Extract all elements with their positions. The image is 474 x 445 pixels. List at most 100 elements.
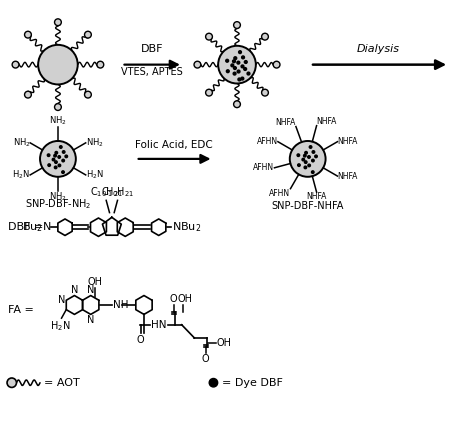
Circle shape [237, 70, 240, 73]
Circle shape [303, 154, 306, 157]
Text: NH$_2$: NH$_2$ [49, 114, 67, 127]
Circle shape [241, 65, 244, 68]
Circle shape [298, 164, 300, 166]
Circle shape [40, 141, 76, 177]
Circle shape [238, 51, 241, 53]
Circle shape [38, 45, 78, 85]
Circle shape [7, 378, 17, 388]
Text: NH$_2$: NH$_2$ [13, 137, 30, 149]
Circle shape [290, 141, 326, 177]
Text: OH: OH [217, 338, 231, 348]
Text: O: O [170, 294, 177, 304]
Circle shape [55, 104, 61, 110]
Circle shape [55, 19, 61, 26]
Text: O: O [202, 354, 210, 364]
Circle shape [84, 91, 91, 98]
Circle shape [244, 68, 246, 70]
Text: $\mathregular{C_{10}H_{21}}$: $\mathregular{C_{10}H_{21}}$ [101, 186, 134, 199]
Circle shape [241, 77, 244, 80]
Circle shape [311, 171, 314, 174]
Circle shape [55, 161, 57, 163]
Circle shape [247, 72, 250, 75]
Text: = AOT: = AOT [44, 378, 80, 388]
Text: $\mathregular{C_{10}H_{21}}$: $\mathregular{C_{10}H_{21}}$ [90, 186, 123, 199]
Circle shape [47, 154, 50, 157]
Text: N: N [87, 315, 94, 325]
Circle shape [233, 72, 236, 75]
Circle shape [234, 22, 240, 28]
Text: NHFA: NHFA [275, 117, 296, 126]
Text: NH$_2$: NH$_2$ [86, 137, 103, 149]
Text: N: N [58, 295, 66, 305]
Circle shape [12, 61, 19, 68]
Text: AFHN: AFHN [269, 189, 291, 198]
Text: AFHN: AFHN [257, 137, 278, 146]
Text: NH: NH [113, 300, 129, 310]
Circle shape [234, 101, 240, 108]
Circle shape [304, 166, 307, 169]
Circle shape [302, 158, 304, 161]
Text: O: O [137, 335, 144, 345]
Circle shape [194, 61, 201, 68]
Circle shape [60, 146, 62, 148]
Text: Folic Acid, EDC: Folic Acid, EDC [136, 141, 213, 150]
Circle shape [242, 56, 245, 59]
Text: OH: OH [88, 277, 103, 287]
Text: H$_2$N: H$_2$N [12, 169, 30, 181]
Circle shape [65, 155, 67, 158]
Text: H$_2$N: H$_2$N [50, 319, 71, 333]
Circle shape [97, 61, 104, 68]
Circle shape [52, 158, 55, 161]
Circle shape [308, 156, 310, 158]
Text: N: N [71, 285, 78, 295]
Circle shape [234, 57, 237, 60]
Circle shape [63, 151, 65, 153]
Text: SNP-DBF-NHFA: SNP-DBF-NHFA [272, 201, 344, 211]
Text: AFHN: AFHN [253, 163, 274, 172]
Circle shape [25, 31, 31, 38]
Circle shape [206, 89, 212, 96]
Circle shape [312, 151, 315, 153]
Text: NH$_2$: NH$_2$ [49, 191, 67, 203]
Text: NBu$_2$: NBu$_2$ [172, 220, 201, 234]
Circle shape [54, 154, 56, 157]
Circle shape [238, 78, 241, 81]
Circle shape [273, 61, 280, 68]
Text: H$_2$N: H$_2$N [86, 169, 103, 181]
Circle shape [304, 161, 307, 163]
Circle shape [234, 67, 237, 69]
Text: VTES, APTES: VTES, APTES [121, 67, 183, 77]
Circle shape [218, 46, 256, 84]
Circle shape [311, 159, 314, 162]
Circle shape [226, 59, 228, 62]
Circle shape [308, 164, 310, 167]
Circle shape [262, 89, 268, 96]
Circle shape [62, 159, 64, 162]
Text: $\mathregular{Bu_2}$N: $\mathregular{Bu_2}$N [22, 220, 51, 234]
Text: Dialysis: Dialysis [357, 44, 400, 54]
Text: NHFA: NHFA [306, 192, 327, 201]
Circle shape [262, 33, 268, 40]
Circle shape [58, 164, 61, 167]
Circle shape [245, 61, 247, 64]
Text: NHFA: NHFA [317, 117, 337, 125]
Circle shape [62, 171, 64, 174]
Circle shape [84, 31, 91, 38]
Text: = Dye DBF: = Dye DBF [222, 378, 283, 388]
Circle shape [209, 379, 218, 387]
Circle shape [25, 91, 31, 98]
Text: N: N [87, 285, 94, 295]
Text: OH: OH [178, 294, 193, 304]
Text: DBF: DBF [141, 44, 164, 54]
Circle shape [55, 166, 57, 169]
Text: SNP-DBF-NH$_2$: SNP-DBF-NH$_2$ [25, 198, 91, 211]
Circle shape [55, 151, 57, 154]
Circle shape [233, 60, 236, 63]
Circle shape [297, 154, 300, 157]
Text: NHFA: NHFA [337, 137, 358, 146]
Text: NHFA: NHFA [337, 172, 358, 181]
Circle shape [231, 64, 234, 67]
Text: HN: HN [151, 320, 166, 330]
Circle shape [305, 151, 307, 154]
Text: DBF =: DBF = [9, 222, 44, 232]
